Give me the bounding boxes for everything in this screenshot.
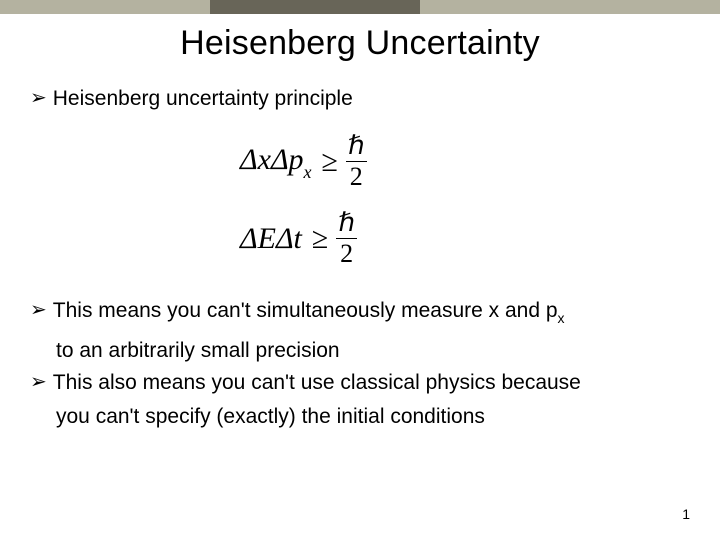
topbar-stripe [0,0,720,14]
bullet-3-continuation: you can't specify (exactly) the initial … [30,403,690,431]
eq2-delta1: Δ [240,222,258,255]
eq1-delta2: Δ [271,143,289,176]
equation-block: ΔxΔpx ≥ ℏ 2 ΔEΔt ≥ ℏ 2 [240,133,690,267]
bullet-arrow-icon: ➢ [30,297,47,323]
eq1-numerator: ℏ [346,133,366,159]
eq1-delta1: Δ [240,143,258,176]
equation-1: ΔxΔpx ≥ ℏ 2 [240,133,690,190]
bullet-2-subscript: x [558,310,565,326]
bullet-1: ➢ Heisenberg uncertainty principle [30,85,690,113]
slide-content: ➢ Heisenberg uncertainty principle ΔxΔpx… [30,85,690,431]
topbar-darkstrip [210,0,420,14]
bullet-3: ➢ This also means you can't use classica… [30,369,690,397]
eq2-denominator: 2 [340,241,353,267]
bullet-2: ➢ This means you can't simultaneously me… [30,297,690,331]
equation-2: ΔEΔt ≥ ℏ 2 [240,210,690,267]
bullet-1-text: Heisenberg uncertainty principle [53,85,353,113]
eq1-operator: ≥ [322,145,338,179]
eq1-fraction: ℏ 2 [346,133,366,190]
eq1-var2: p [289,143,304,176]
eq2-var1: E [258,222,276,255]
eq1-var2-sub: x [304,162,312,182]
bullet-arrow-icon: ➢ [30,369,47,395]
eq2-var2: t [294,222,302,255]
bullet-2-text: This means you can't simultaneously meas… [53,297,565,331]
bullet-2-pre: This means you can't simultaneously meas… [53,299,558,322]
eq1-denominator: 2 [350,164,363,190]
eq2-operator: ≥ [312,222,328,256]
eq1-var1: x [258,143,271,176]
bullet-2-continuation: to an arbitrarily small precision [30,337,690,365]
slide-title: Heisenberg Uncertainty [0,24,720,63]
eq2-lhs: ΔEΔt [240,222,302,256]
eq2-numerator: ℏ [336,210,356,236]
bullet-3-text: This also means you can't use classical … [53,369,581,397]
eq2-delta2: Δ [276,222,294,255]
eq2-fraction: ℏ 2 [336,210,356,267]
page-number: 1 [682,506,690,522]
bullet-arrow-icon: ➢ [30,85,47,111]
eq1-lhs: ΔxΔpx [240,143,312,181]
